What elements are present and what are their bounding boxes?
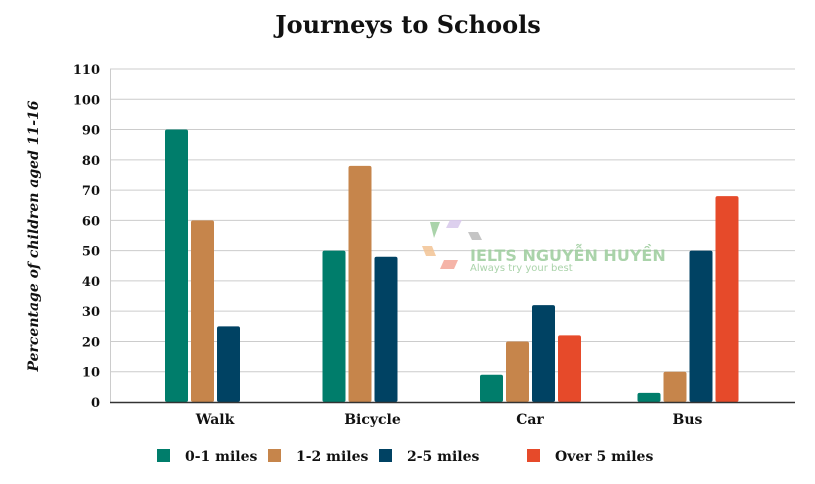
y-tick-label: 90 xyxy=(82,124,100,139)
bar-walk-1-2-miles xyxy=(191,220,214,402)
bar-car-0-1-miles xyxy=(480,374,503,402)
y-tick-label: 80 xyxy=(82,154,100,169)
x-tick-label: Bicycle xyxy=(344,412,401,428)
bar-car-1-2-miles xyxy=(506,341,529,402)
legend-label: 0-1 miles xyxy=(185,449,258,465)
bar-bicycle-2-5-miles xyxy=(374,256,398,402)
watermark: IELTS NGUYỄN HUYỀN Always try your best xyxy=(422,220,666,274)
y-axis-ticks: 0 10 20 30 40 50 60 70 80 90 100 110 xyxy=(73,63,100,411)
y-tick-label: 60 xyxy=(82,214,100,229)
bar-bus-over-5-miles xyxy=(715,196,739,402)
watermark-slogan: Always try your best xyxy=(470,263,573,274)
legend-label: 1-2 miles xyxy=(296,449,369,465)
y-tick-label: 20 xyxy=(82,335,100,350)
y-axis-label: Percentage of children aged 11-16 xyxy=(26,100,42,372)
bars xyxy=(165,129,739,402)
x-tick-label: Bus xyxy=(673,412,703,428)
bar-bus-2-5-miles xyxy=(689,250,713,402)
legend-label: Over 5 miles xyxy=(555,449,653,465)
legend-swatch xyxy=(379,449,392,462)
x-tick-label: Walk xyxy=(195,412,235,428)
y-tick-label: 50 xyxy=(82,245,100,260)
chart-title: Journeys to Schools xyxy=(273,10,540,39)
legend-swatch xyxy=(157,449,170,462)
legend-swatch xyxy=(527,449,540,462)
y-tick-label: 100 xyxy=(73,93,100,108)
legend-swatch xyxy=(268,449,281,462)
bar-car-2-5-miles xyxy=(532,305,555,402)
bar-bus-0-1-miles xyxy=(637,392,661,402)
y-tick-label: 110 xyxy=(73,63,100,78)
bar-walk-2-5-miles xyxy=(217,326,240,402)
bar-bicycle-1-2-miles xyxy=(348,165,372,402)
bar-bus-1-2-miles xyxy=(663,371,687,402)
watermark-brand: IELTS NGUYỄN HUYỀN xyxy=(470,244,666,265)
bar-car-over-5-miles xyxy=(558,335,581,402)
legend: 0-1 miles 1-2 miles 2-5 miles Over 5 miles xyxy=(157,449,653,465)
y-tick-label: 30 xyxy=(82,305,100,320)
y-tick-label: 0 xyxy=(91,396,100,411)
y-tick-label: 10 xyxy=(82,366,100,381)
y-tick-label: 70 xyxy=(82,184,100,199)
legend-label: 2-5 miles xyxy=(407,449,480,465)
bar-bicycle-0-1-miles xyxy=(322,250,346,402)
bar-walk-0-1-miles xyxy=(165,129,188,402)
x-axis-labels: Walk Bicycle Car Bus xyxy=(195,412,703,428)
y-tick-label: 40 xyxy=(82,275,100,290)
x-tick-label: Car xyxy=(516,412,544,428)
